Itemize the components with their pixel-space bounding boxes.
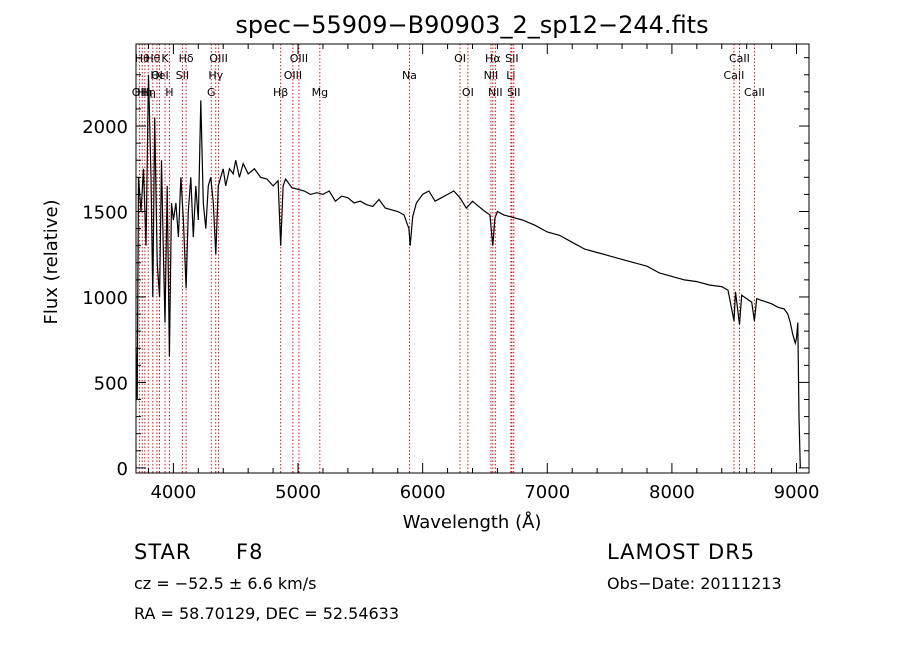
x-tick-label: 6000 — [400, 482, 446, 503]
line-marker-label-9: SII — [176, 69, 189, 82]
line-marker-label-10: Hδ — [179, 52, 194, 65]
y-axis-label: Flux (relative) — [41, 199, 62, 324]
plot-frame — [135, 43, 810, 474]
line-marker-label-20: OI — [462, 86, 474, 99]
line-markers: OIIHθHηHηHθOIHeIKHSIIHδGHγOIIIHβOIIIOIII… — [132, 44, 765, 473]
line-marker-label-16: OIII — [290, 52, 308, 65]
y-tick-label: 1500 — [82, 202, 128, 223]
x-tick-label: 8000 — [649, 482, 695, 503]
line-marker-label-1: Hθ — [135, 52, 150, 65]
line-marker-label-19: OI — [454, 52, 466, 65]
x-axis-label: Wavelength (Å) — [403, 511, 542, 533]
x-tick-label: 9000 — [774, 482, 820, 503]
y-tick-label: 1000 — [82, 288, 128, 309]
line-marker-label-11: G — [207, 86, 216, 99]
line-marker-label-26: SII — [507, 86, 520, 99]
line-marker-label-5: OI — [151, 69, 163, 82]
spectral-subclass: F8 — [236, 540, 264, 564]
line-marker-label-18: Na — [402, 69, 417, 82]
line-marker-label-29: CaII — [744, 86, 765, 99]
line-marker-label-7: K — [161, 52, 169, 65]
y-tick-label: 500 — [94, 373, 128, 394]
x-tick-label: 4000 — [150, 482, 196, 503]
survey-name: LAMOST DR5 — [607, 540, 756, 564]
line-marker-label-27: CaII — [724, 69, 745, 82]
spectrum-line — [135, 74, 801, 468]
line-marker-label-8: H — [165, 86, 173, 99]
line-marker-label-28: CaII — [729, 52, 750, 65]
chart-title: spec−55909−B90903_2_sp12−244.fits — [235, 11, 708, 39]
line-marker-label-6: HeI — [150, 69, 168, 82]
line-marker-label-22: Hα — [485, 52, 501, 65]
line-marker-label-14: Hβ — [273, 86, 288, 99]
y-tick-label: 2000 — [82, 117, 128, 138]
observation-date: Obs−Date: 20111213 — [607, 574, 782, 593]
line-marker-label-17: Mg — [312, 86, 328, 99]
object-class: STAR — [134, 540, 192, 564]
sky-coordinates: RA = 58.70129, DEC = 52.54633 — [134, 604, 400, 623]
x-tick-label: 5000 — [275, 482, 321, 503]
redshift-velocity: cz = −52.5 ± 6.6 km/s — [134, 574, 317, 593]
line-marker-label-12: Hγ — [208, 69, 223, 82]
line-marker-label-25: SII — [505, 52, 518, 65]
y-axis-ticks: 0 500 1000 1500 2000 — [82, 57, 809, 480]
line-marker-label-23: NII — [488, 86, 503, 99]
x-axis-ticks: 4000 5000 6000 7000 8000 9000 — [147, 44, 820, 503]
x-tick-label: 7000 — [524, 482, 570, 503]
line-marker-label-24: Li — [506, 69, 515, 82]
line-marker-label-13: OIII — [209, 52, 227, 65]
line-marker-label-4: Hθ — [145, 52, 160, 65]
y-tick-label: 0 — [117, 459, 128, 480]
line-marker-label-21: NII — [484, 69, 499, 82]
line-marker-label-15: OIII — [284, 69, 302, 82]
